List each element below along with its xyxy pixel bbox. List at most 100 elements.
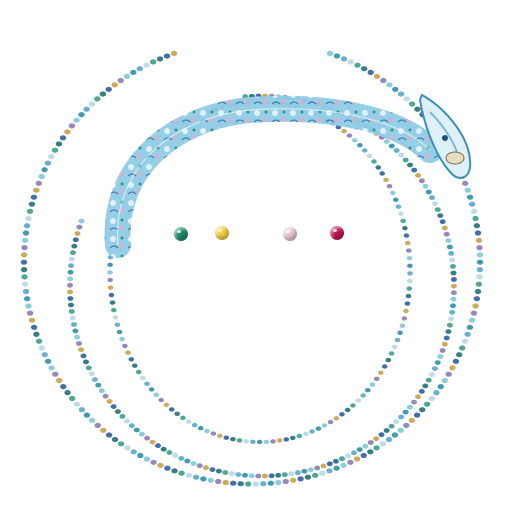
middle-bead [326,461,333,467]
middle-bead [261,473,268,479]
outer-bead [373,73,381,79]
middle-bead [415,394,421,400]
outer-bead [64,390,71,396]
inner-bead [402,226,408,231]
outer-bead [326,50,334,57]
outer-bead [476,274,483,280]
outer-bead [59,135,67,141]
outer-bead [41,352,48,358]
outer-bead [414,106,421,112]
middle-bead [114,409,121,414]
outer-bead [397,91,405,97]
outer-bead [105,432,113,438]
outer-bead [340,56,348,62]
outer-bead [379,441,387,447]
outer-bead [367,449,374,455]
outer-bead [88,101,96,107]
middle-bead [242,472,248,478]
inner-bead [379,171,386,176]
middle-bead [301,468,308,474]
outer-bead [408,101,416,107]
outer-bead [136,66,143,72]
middle-bead [446,322,453,328]
inner-bead [390,190,396,196]
outer-bead [185,472,192,478]
middle-bead [178,456,185,461]
inner-bead [296,433,303,439]
outer-bead [462,180,469,186]
middle-bead [71,243,78,249]
outer-bead [99,91,107,97]
outer-bead [94,96,101,102]
inner-bead [111,307,117,313]
outer-bead [459,345,466,351]
inner-bead [360,393,366,398]
outer-bead [83,106,90,112]
outer-bead [386,82,393,88]
outer-bead [83,412,91,418]
middle-bead [443,335,450,341]
inner-bead [333,416,340,421]
outer-bead [326,468,333,474]
middle-bead [68,309,75,314]
middle-bead [415,173,422,178]
outer-bead [472,215,479,222]
inner-bead [270,439,276,444]
middle-bead [72,237,79,243]
inner-bead [339,412,345,417]
outer-bead [437,384,444,390]
outer-bead [461,338,469,344]
middle-bead [398,152,405,158]
outer-bead [200,476,207,482]
outer-bead [297,476,304,482]
inner-bead [405,240,411,246]
inner-bead [397,330,403,335]
outer-bead [466,194,474,200]
outer-bead [111,82,118,88]
inner-bead [399,323,406,328]
gem-ruby [330,226,344,240]
outer-bead [476,259,484,265]
outer-bead [20,267,28,273]
inner-bead [381,364,388,369]
gem-emerald [174,227,188,241]
middle-bead [235,472,242,477]
inner-bead [303,431,309,437]
inner-bead [406,286,413,291]
inner-bead [139,375,146,381]
middle-bead [450,270,457,276]
middle-bead [160,446,167,452]
middle-bead [124,418,130,424]
inner-bead [185,419,192,424]
outer-bead [252,481,259,487]
outer-bead [456,352,463,358]
outer-bead [170,50,178,57]
middle-bead [428,372,435,377]
middle-bead [72,328,79,334]
middle-bead [406,404,413,410]
outer-bead [476,245,483,251]
middle-bead [95,382,102,388]
middle-bead [407,162,413,168]
middle-bead [450,296,457,302]
outer-bead [472,303,479,309]
inner-bead [107,285,114,290]
inner-bead [290,435,296,441]
outer-bead [28,317,36,323]
outer-bead [38,173,45,180]
outer-bead [475,281,483,287]
middle-bead [388,423,395,429]
inner-bead [108,292,115,298]
outer-bead [433,390,440,396]
outer-bead [449,365,456,371]
inner-bead [223,435,230,440]
inner-bead [168,407,175,412]
middle-bead [443,231,450,237]
inner-bead [350,403,356,408]
outer-bead [123,73,131,79]
middle-bead [83,359,89,365]
middle-bead [450,264,456,269]
inner-bead [263,439,270,445]
outer-bead [319,470,326,476]
